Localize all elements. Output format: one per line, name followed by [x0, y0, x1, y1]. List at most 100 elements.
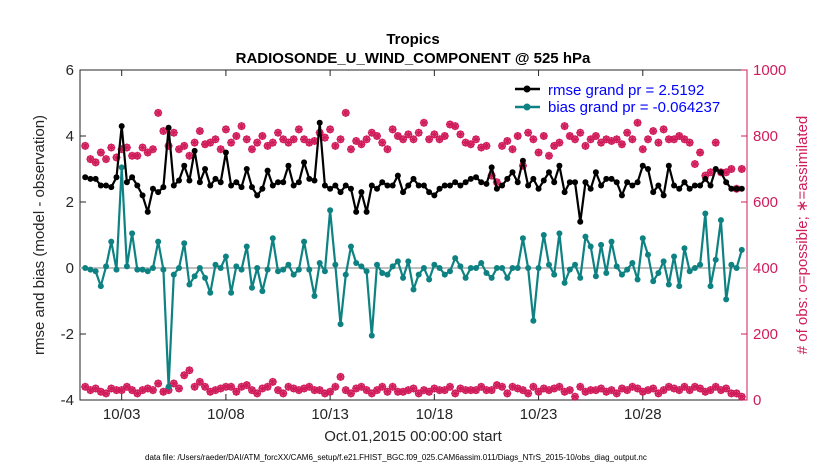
- possible-obs-star: [159, 127, 168, 136]
- assimilated-obs-star-glyph: [378, 382, 387, 391]
- bias-point: [342, 271, 349, 278]
- possible-obs-star-glyph: [305, 138, 314, 147]
- assimilated-obs-star: [96, 387, 105, 396]
- rmse-point: [181, 162, 188, 169]
- assimilated-obs-star: [419, 386, 428, 395]
- possible-obs-star-glyph: [352, 136, 361, 145]
- assimilated-obs-star: [320, 389, 329, 398]
- rmse-point: [707, 182, 714, 189]
- assimilated-obs-star-glyph: [294, 386, 303, 395]
- possible-obs-star-glyph: [565, 132, 574, 140]
- bias-point: [103, 263, 110, 270]
- rmse-point: [347, 185, 354, 192]
- rmse-point: [160, 184, 167, 191]
- assimilated-obs-star-glyph: [107, 384, 116, 393]
- possible-obs-star-glyph: [294, 125, 303, 134]
- assimilated-obs-star: [440, 386, 449, 395]
- assimilated-obs-star: [633, 384, 642, 393]
- possible-obs-star-glyph: [180, 141, 189, 150]
- x-tick-label: 10/28: [624, 406, 662, 423]
- assimilated-obs-star-glyph: [227, 382, 236, 391]
- possible-obs-star: [268, 138, 277, 147]
- possible-obs-star-glyph: [175, 145, 184, 154]
- rmse-point: [332, 182, 339, 189]
- axis-ticks: 10/03 10/08 10/13 10/18 10/23 10/28 -4 -2 0 2 4 6 0 2…: [61, 62, 787, 423]
- possible-obs-star-glyph: [107, 143, 116, 152]
- rmse-point: [462, 179, 469, 186]
- assimilated-obs-star: [221, 382, 230, 391]
- assimilated-obs-star: [367, 389, 376, 398]
- possible-obs-star: [133, 151, 142, 160]
- assimilated-obs-star-glyph: [383, 387, 392, 396]
- bias-point: [556, 230, 563, 237]
- bias-point: [290, 271, 297, 278]
- possible-obs-star: [576, 128, 585, 137]
- assimilated-obs-star-glyph: [456, 384, 465, 393]
- assimilated-obs-star-glyph: [242, 381, 251, 390]
- assimilated-obs-star: [289, 384, 298, 393]
- assimilated-obs-star-glyph: [102, 389, 111, 398]
- assimilated-obs-star: [576, 382, 585, 391]
- possible-obs-star-glyph: [560, 122, 569, 131]
- assimilated-obs-star: [524, 389, 533, 398]
- rmse-point: [577, 218, 584, 225]
- possible-obs-star: [690, 160, 699, 169]
- assimilated-obs-star-glyph: [154, 379, 163, 388]
- bias-point: [217, 265, 224, 271]
- possible-obs-star: [357, 140, 366, 149]
- rmse-point: [697, 182, 704, 189]
- assimilated-obs-star-glyph: [148, 386, 157, 395]
- bias-point: [389, 263, 396, 270]
- assimilated-obs-star-glyph: [315, 386, 324, 395]
- bias-point: [691, 265, 698, 271]
- bias-point: [613, 263, 620, 270]
- assimilated-obs-star: [737, 392, 746, 401]
- bias-point: [665, 281, 672, 288]
- possible-obs-star-glyph: [685, 138, 694, 147]
- assimilated-obs-star-glyph: [393, 387, 402, 396]
- assimilated-obs-star-glyph: [122, 382, 131, 391]
- rmse-point: [327, 185, 334, 192]
- assimilated-obs-star: [232, 387, 241, 396]
- possible-obs-star-glyph: [346, 145, 355, 154]
- bias-point: [561, 279, 568, 286]
- rmse-point: [561, 189, 568, 196]
- y-tick-label: 6: [66, 62, 74, 79]
- possible-obs-star: [112, 153, 121, 162]
- bias-point: [592, 273, 599, 280]
- rmse-point: [264, 167, 271, 174]
- rmse-point: [394, 172, 401, 179]
- bias-point: [441, 271, 448, 278]
- rmse-point: [738, 185, 745, 192]
- legend-rmse-label: rmse grand pr = 2.5192: [548, 82, 704, 99]
- possible-obs-star: [216, 145, 225, 154]
- bias-point: [196, 265, 203, 271]
- rmse-point: [733, 185, 740, 192]
- assimilated-obs-star: [732, 389, 741, 398]
- possible-obs-star: [664, 135, 673, 144]
- assimilated-obs-star: [237, 382, 246, 391]
- possible-obs-star-glyph: [727, 165, 736, 173]
- assimilated-obs-star: [518, 386, 527, 395]
- assimilated-obs-star-glyph: [373, 386, 382, 395]
- possible-obs-star-glyph: [435, 135, 444, 144]
- assimilated-obs-star: [206, 387, 215, 396]
- bias-point: [540, 232, 547, 238]
- possible-obs-star: [711, 138, 720, 147]
- possible-obs-star: [737, 165, 746, 173]
- bias-point: [598, 241, 605, 248]
- bias-point: [285, 261, 292, 268]
- possible-obs-star: [310, 136, 319, 145]
- possible-obs-star: [258, 132, 267, 140]
- assimilated-obs-star-glyph: [612, 389, 621, 398]
- bias-point: [629, 260, 636, 267]
- possible-obs-star-glyph: [122, 143, 131, 152]
- bias-point: [316, 260, 323, 267]
- assimilated-obs-star: [383, 387, 392, 396]
- bias-point: [728, 261, 735, 268]
- assimilated-obs-star: [602, 387, 611, 396]
- assimilated-obs-star-glyph: [560, 387, 569, 396]
- possible-obs-star: [128, 151, 137, 160]
- rmse-point: [582, 179, 589, 186]
- rmse-point: [509, 169, 516, 176]
